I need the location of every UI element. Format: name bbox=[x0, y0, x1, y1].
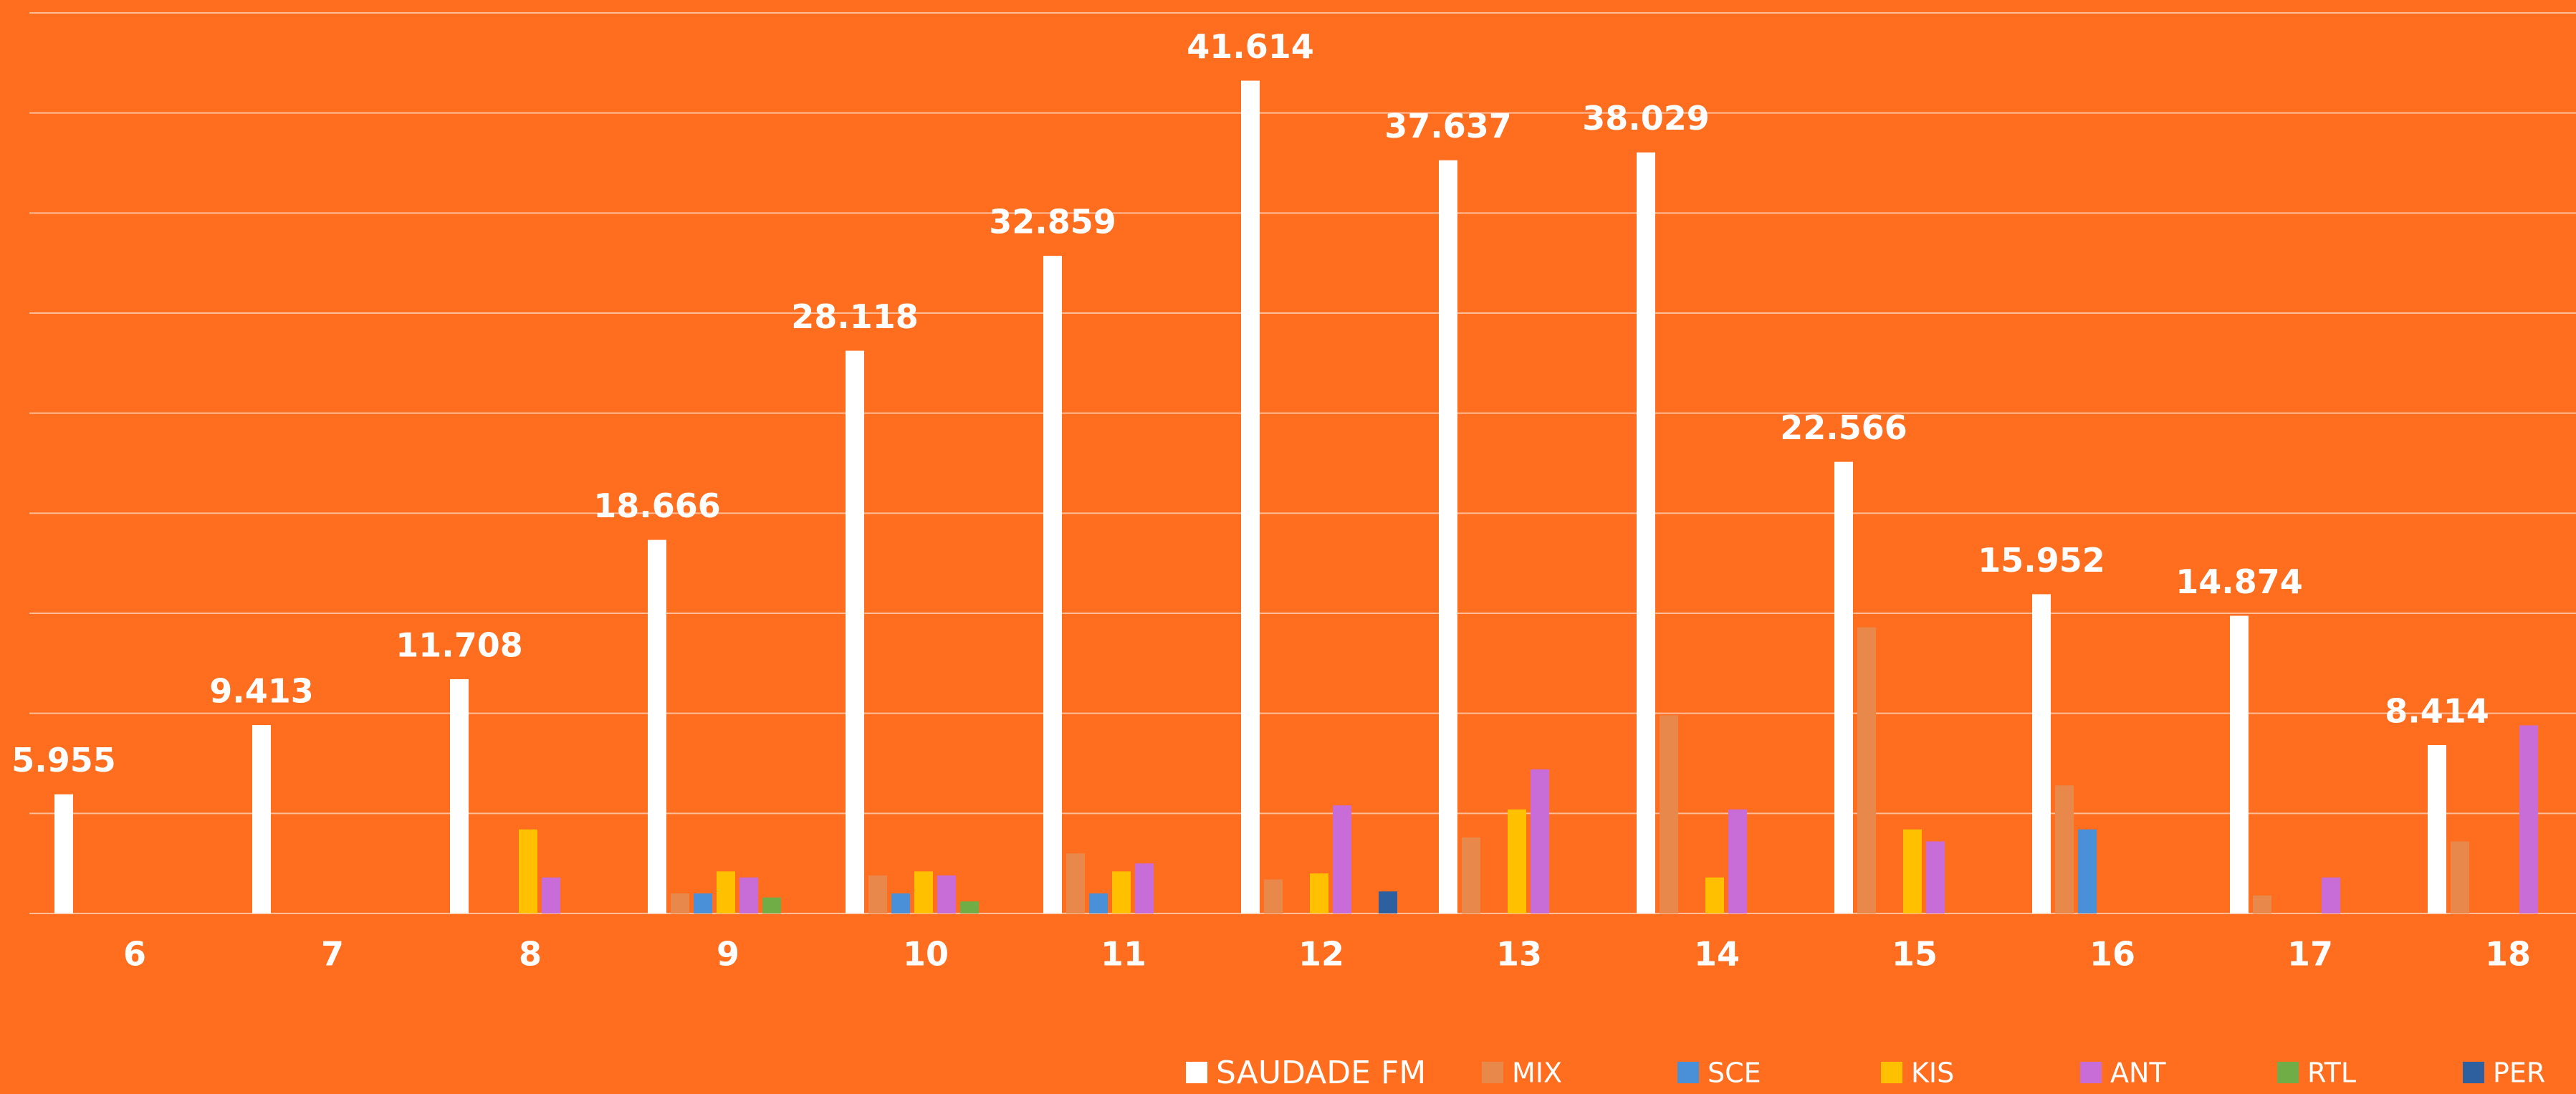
legend-swatch bbox=[1186, 1062, 1207, 1083]
bar bbox=[1333, 805, 1351, 913]
bar bbox=[648, 539, 666, 913]
bar bbox=[717, 871, 735, 913]
bar bbox=[54, 794, 73, 913]
data-label: 5.955 bbox=[11, 741, 116, 779]
bar bbox=[1834, 461, 1853, 913]
bar bbox=[1462, 837, 1480, 913]
bar bbox=[1089, 893, 1108, 913]
bar bbox=[960, 901, 979, 913]
data-label: 15.952 bbox=[1978, 541, 2105, 580]
bar bbox=[2078, 829, 2097, 913]
x-tick-label: 17 bbox=[2287, 935, 2333, 974]
data-label: 32.859 bbox=[989, 203, 1116, 241]
bar bbox=[1241, 80, 1260, 913]
bar bbox=[1660, 715, 1678, 913]
data-label: 8.414 bbox=[2385, 691, 2489, 730]
data-label: 37.637 bbox=[1384, 107, 1512, 145]
legend-label: SAUDADE FM bbox=[1216, 1055, 1426, 1091]
legend-label: SCE bbox=[1708, 1057, 1761, 1089]
bar bbox=[2032, 594, 2051, 913]
legend-swatch bbox=[1482, 1062, 1503, 1083]
x-tick-label: 13 bbox=[1496, 935, 1542, 974]
bar bbox=[1637, 152, 1655, 913]
x-tick-label: 9 bbox=[717, 935, 739, 974]
x-tick-label: 10 bbox=[903, 935, 949, 974]
data-label: 22.566 bbox=[1780, 408, 1907, 447]
x-tick-label: 16 bbox=[2089, 935, 2135, 974]
bar bbox=[2055, 785, 2074, 913]
bar bbox=[1903, 829, 1922, 913]
bar bbox=[891, 893, 910, 913]
data-label: 41.614 bbox=[1187, 27, 1314, 66]
x-tick-label: 8 bbox=[519, 935, 542, 974]
x-tick-label: 11 bbox=[1101, 935, 1146, 974]
legend-label: KIS bbox=[1911, 1057, 1954, 1089]
legend-label: MIX bbox=[1512, 1057, 1562, 1089]
bar bbox=[1043, 256, 1062, 913]
bar bbox=[1857, 627, 1876, 913]
bar bbox=[937, 875, 956, 913]
bar bbox=[1439, 160, 1457, 914]
legend-swatch bbox=[2080, 1062, 2102, 1083]
bar bbox=[2230, 615, 2249, 913]
bar bbox=[1135, 863, 1154, 913]
bar bbox=[2322, 877, 2340, 913]
data-label: 38.029 bbox=[1582, 99, 1710, 138]
legend-swatch bbox=[1677, 1062, 1699, 1083]
bar bbox=[694, 893, 712, 913]
bar bbox=[252, 725, 271, 913]
data-label: 18.666 bbox=[593, 486, 721, 525]
legend-swatch bbox=[2277, 1062, 2299, 1083]
bar bbox=[1264, 879, 1283, 913]
legend-swatch bbox=[2463, 1062, 2484, 1083]
x-tick-label: 7 bbox=[321, 935, 344, 974]
x-tick-label: 14 bbox=[1694, 935, 1740, 974]
bar bbox=[1066, 853, 1085, 913]
data-label: 28.118 bbox=[791, 297, 919, 336]
x-tick-label: 6 bbox=[123, 935, 146, 974]
legend-label: RTL bbox=[2307, 1057, 2356, 1089]
bar bbox=[2519, 725, 2538, 913]
bar bbox=[1310, 873, 1328, 913]
data-label: 11.708 bbox=[396, 625, 523, 664]
bar bbox=[868, 875, 887, 913]
legend-label: ANT bbox=[2110, 1057, 2166, 1089]
data-label: 9.413 bbox=[209, 672, 314, 711]
bar bbox=[671, 893, 689, 913]
legend-label: PER bbox=[2493, 1057, 2545, 1089]
bar bbox=[2428, 744, 2446, 913]
data-label: 14.874 bbox=[2175, 562, 2303, 601]
bar bbox=[519, 829, 537, 913]
bar bbox=[450, 678, 469, 913]
bar bbox=[1112, 871, 1131, 913]
bar bbox=[762, 897, 781, 913]
bar bbox=[542, 877, 560, 913]
bar bbox=[739, 877, 758, 913]
bar bbox=[2451, 841, 2469, 913]
bar bbox=[2253, 895, 2271, 913]
x-tick-label: 18 bbox=[2485, 935, 2531, 974]
bar bbox=[1705, 877, 1724, 913]
x-tick-label: 12 bbox=[1298, 935, 1344, 974]
bar bbox=[1926, 841, 1945, 913]
bar bbox=[1531, 769, 1549, 913]
bar bbox=[1728, 809, 1747, 913]
bar bbox=[914, 871, 933, 913]
bar bbox=[1379, 891, 1397, 913]
legend-swatch bbox=[1881, 1062, 1902, 1083]
bar bbox=[846, 350, 864, 913]
x-tick-label: 15 bbox=[1892, 935, 1938, 974]
bar bbox=[1508, 809, 1526, 913]
